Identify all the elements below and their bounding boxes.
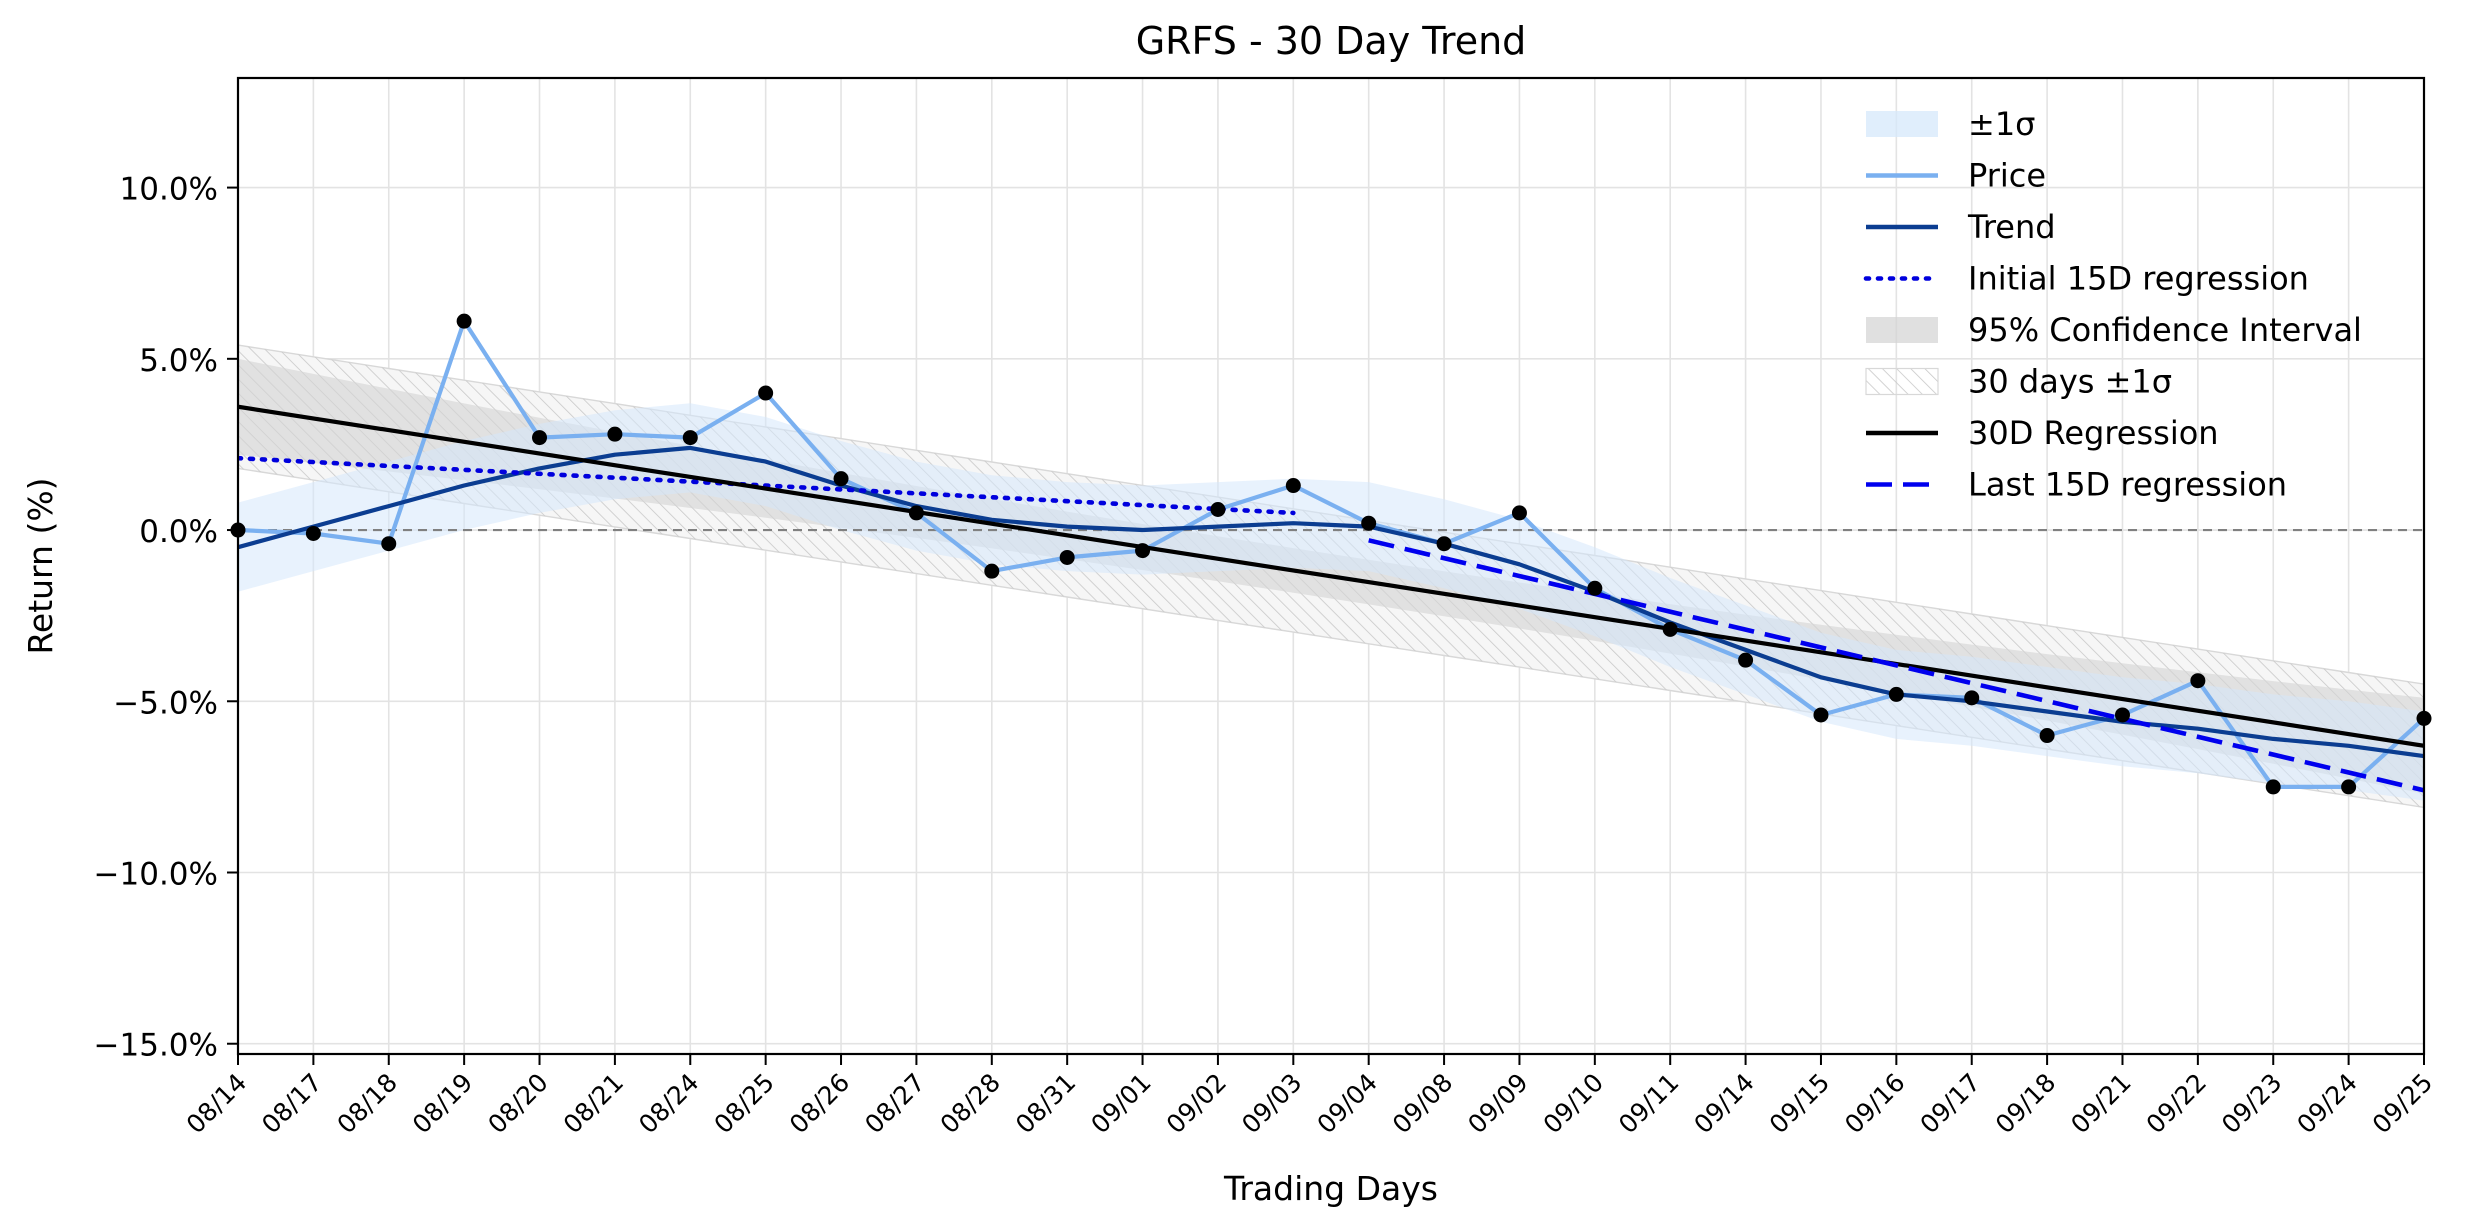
x-tick-label: 09/03 xyxy=(1236,1068,1307,1139)
legend-label: 95% Confidence Interval xyxy=(1968,311,2362,349)
price-point xyxy=(1813,707,1829,723)
legend-label: Trend xyxy=(1967,208,2056,246)
x-tick-label: 08/25 xyxy=(708,1068,779,1139)
price-point xyxy=(607,426,623,442)
price-point xyxy=(2039,728,2055,744)
x-tick-label: 09/15 xyxy=(1764,1068,1835,1139)
x-tick-label: 08/20 xyxy=(482,1068,553,1139)
x-tick-label: 08/18 xyxy=(332,1068,403,1139)
price-point xyxy=(1511,505,1527,521)
price-point xyxy=(456,313,472,329)
x-tick-label: 09/09 xyxy=(1462,1068,1533,1139)
x-tick-label: 09/02 xyxy=(1161,1068,1232,1139)
price-point xyxy=(1135,543,1151,559)
plot-frame xyxy=(236,76,2426,1056)
x-tick-label: 08/19 xyxy=(407,1068,478,1139)
y-tick-label: −15.0% xyxy=(94,1028,218,1064)
x-tick-label: 09/08 xyxy=(1387,1068,1458,1139)
price-point xyxy=(1888,686,1904,702)
x-tick-label: 08/31 xyxy=(1010,1068,1081,1139)
x-tick-label: 08/17 xyxy=(256,1068,327,1139)
price-point xyxy=(833,471,849,487)
price-point xyxy=(2265,779,2281,795)
legend-label: 30 days ±1σ xyxy=(1968,363,2172,401)
x-tick-label: 09/22 xyxy=(2141,1068,2212,1139)
x-tick-label: 08/26 xyxy=(784,1068,855,1139)
price-point xyxy=(1964,690,1980,706)
x-tick-label: 09/04 xyxy=(1311,1068,1382,1139)
price-point xyxy=(2341,779,2357,795)
price-point xyxy=(2114,707,2130,723)
legend-swatch-thirty-day-sigma xyxy=(1865,367,1939,396)
x-tick-label: 09/21 xyxy=(2065,1068,2136,1139)
x-tick-label: 09/17 xyxy=(1915,1068,1986,1139)
price-point xyxy=(682,430,698,446)
x-tick-label: 09/14 xyxy=(1688,1068,1759,1139)
x-tick-label: 08/28 xyxy=(935,1068,1006,1139)
x-axis-ticks: 08/14 08/17 08/18 08/19 08/20 08/21 08/24 08/25… xyxy=(181,1054,2438,1139)
y-tick-label: 0.0% xyxy=(139,514,218,550)
x-tick-label: 09/16 xyxy=(1839,1068,1910,1139)
price-point xyxy=(2190,673,2206,689)
x-tick-label: 08/24 xyxy=(633,1068,704,1139)
x-tick-label: 08/27 xyxy=(859,1068,930,1139)
x-axis-label: Trading Days xyxy=(1223,1169,1438,1208)
price-point xyxy=(532,430,548,446)
initial-15d-regression-line xyxy=(238,455,1296,516)
price-point xyxy=(305,525,321,541)
price-point xyxy=(1285,478,1301,494)
series-lines xyxy=(238,319,2424,793)
price-point xyxy=(1059,549,1075,565)
price-point xyxy=(908,505,924,521)
y-tick-label: −10.0% xyxy=(94,856,218,892)
legend-label: Last 15D regression xyxy=(1968,466,2287,504)
legend-swatch-sigma xyxy=(1866,111,1938,137)
trend-line xyxy=(238,445,2424,759)
price-line xyxy=(238,319,2424,790)
price-point xyxy=(1587,580,1603,596)
x-tick-label: 09/25 xyxy=(2367,1068,2438,1139)
x-tick-label: 08/14 xyxy=(181,1068,252,1139)
legend-swatch-confidence-interval xyxy=(1866,317,1938,343)
x-tick-label: 09/11 xyxy=(1613,1068,1684,1139)
legend-label: ±1σ xyxy=(1968,105,2035,143)
x-tick-label: 09/10 xyxy=(1538,1068,1609,1139)
price-markers xyxy=(230,313,2432,795)
y-axis-label: Return (%) xyxy=(21,477,60,654)
y-tick-label: −5.0% xyxy=(113,685,218,721)
price-point xyxy=(381,536,397,552)
legend-label: Initial 15D regression xyxy=(1968,260,2309,298)
last-15d-regression-line xyxy=(1368,538,2424,793)
x-tick-label: 09/01 xyxy=(1085,1068,1156,1139)
x-tick-label: 09/24 xyxy=(2291,1068,2362,1139)
legend-label: 30D Regression xyxy=(1968,414,2219,452)
price-point xyxy=(984,563,1000,579)
price-point xyxy=(1738,652,1754,668)
price-point xyxy=(1436,536,1452,552)
legend-label: Price xyxy=(1968,157,2046,195)
price-point xyxy=(758,385,774,401)
price-point xyxy=(1210,501,1226,517)
y-tick-label: 5.0% xyxy=(139,343,218,379)
x-tick-label: 09/23 xyxy=(2216,1068,2287,1139)
chart-title: GRFS - 30 Day Trend xyxy=(1136,19,1527,63)
y-axis-ticks: 10.0% 5.0% 0.0% −5.0% −10.0% −15.0% xyxy=(94,172,238,1064)
price-point xyxy=(1662,621,1678,637)
y-tick-label: 10.0% xyxy=(120,172,218,208)
x-tick-label: 09/18 xyxy=(1990,1068,2061,1139)
price-point xyxy=(1361,515,1377,531)
regression-30d-line xyxy=(238,404,2424,748)
x-tick-label: 08/21 xyxy=(558,1068,629,1139)
legend: ±1σ Price Trend Initial 15D regression 95% C… xyxy=(1863,105,2362,504)
